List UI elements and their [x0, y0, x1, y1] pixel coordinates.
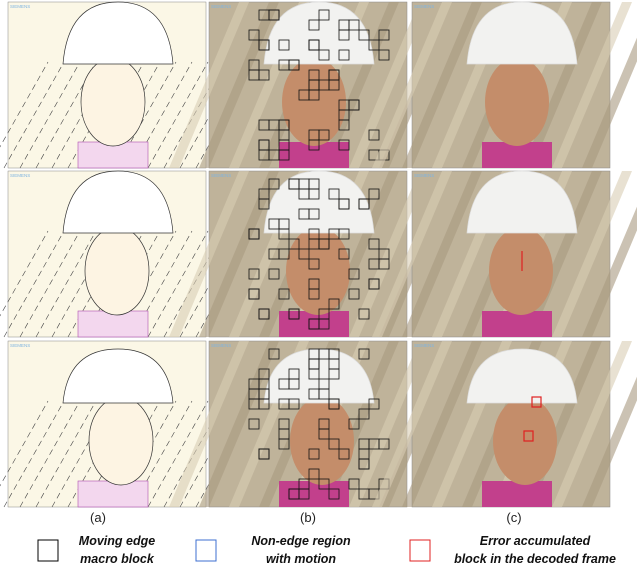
image-grid: SIEMENS SIEMENS SIEMENS SIEMENS SIEMENS SIEME… — [0, 2, 637, 507]
legend-swatch — [38, 540, 58, 561]
legend-swatch — [196, 540, 216, 561]
face — [81, 58, 145, 146]
face — [286, 227, 350, 315]
panel-label: (a) — [90, 510, 106, 525]
shirt — [482, 311, 552, 337]
image-panel: SIEMENS — [372, 2, 637, 168]
watermark: SIEMENS — [414, 4, 434, 9]
face — [485, 58, 549, 146]
panel-label: (b) — [300, 510, 316, 525]
image-panel: SIEMENS — [372, 341, 637, 507]
watermark: SIEMENS — [10, 4, 30, 9]
face — [489, 227, 553, 315]
watermark: SIEMENS — [414, 173, 434, 178]
legend-text: with motion — [266, 552, 336, 566]
watermark: SIEMENS — [211, 343, 231, 348]
figure: SIEMENS SIEMENS SIEMENS SIEMENS SIEMENS SIEME… — [0, 0, 637, 574]
face — [282, 58, 346, 146]
watermark: SIEMENS — [10, 343, 30, 348]
legend-text: Non-edge region — [251, 534, 351, 548]
legend-swatch — [410, 540, 430, 561]
face — [290, 397, 354, 485]
panel-label: (c) — [506, 510, 521, 525]
image-panel: SIEMENS — [372, 171, 637, 337]
face — [89, 397, 153, 485]
shirt — [482, 481, 552, 507]
watermark: SIEMENS — [414, 343, 434, 348]
legend-text: Moving edge — [79, 534, 155, 548]
legend-text: macro block — [80, 552, 155, 566]
shirt — [279, 481, 349, 507]
watermark: SIEMENS — [211, 4, 231, 9]
watermark: SIEMENS — [211, 173, 231, 178]
shirt — [78, 481, 148, 507]
legend-text: block in the decoded frame — [454, 552, 616, 566]
legend-text: Error accumulated — [480, 534, 591, 548]
face — [85, 227, 149, 315]
watermark: SIEMENS — [10, 173, 30, 178]
shirt — [279, 311, 349, 337]
